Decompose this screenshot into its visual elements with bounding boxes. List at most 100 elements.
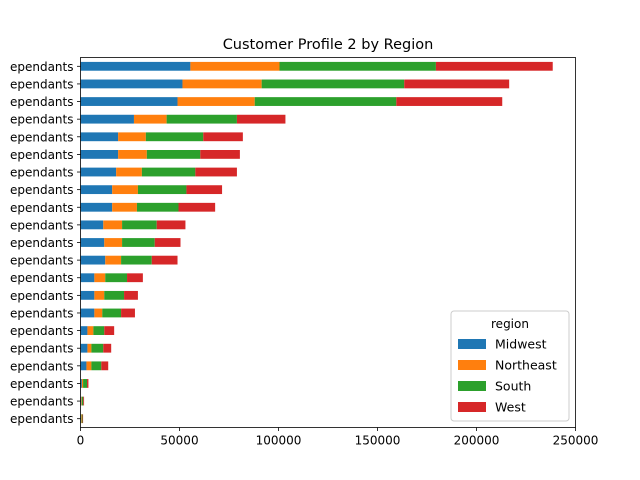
bar-west-16 [103, 343, 112, 353]
bar-south-12 [105, 273, 128, 283]
x-tick-label-5: 250000 [553, 434, 599, 448]
bar-northeast-10 [104, 238, 123, 247]
bar-midwest-7 [80, 185, 113, 195]
legend: region Midwest Northeast South West [450, 310, 570, 422]
bar-northeast-0 [190, 61, 280, 71]
bar-south-2 [254, 97, 397, 106]
bar-northeast-4 [118, 132, 146, 142]
bar-midwest-17 [80, 361, 87, 371]
bar-northeast-20 [81, 414, 82, 424]
bar-midwest-12 [80, 273, 95, 283]
bar-south-19 [81, 396, 84, 406]
y-tick-label-6: ependants [10, 166, 74, 180]
bar-west-7 [186, 185, 223, 195]
y-axis: ependants ependants ependants ependants epen… [10, 60, 81, 426]
bar-west-11 [151, 255, 178, 265]
bar-south-6 [141, 167, 196, 177]
bar-south-16 [91, 343, 104, 353]
y-tick-label-20: ependants [10, 412, 74, 426]
bar-west-12 [127, 273, 143, 283]
bar-midwest-11 [80, 255, 106, 265]
x-tick-label-2: 100000 [256, 434, 302, 448]
bar-south-0 [279, 61, 436, 71]
y-tick-label-9: ependants [10, 218, 74, 232]
bar-northeast-8 [112, 202, 137, 212]
legend-title: region [491, 317, 529, 331]
y-tick-label-15: ependants [10, 324, 74, 338]
bar-northeast-12 [94, 273, 106, 283]
bar-west-8 [178, 202, 216, 212]
bar-midwest-10 [80, 238, 105, 247]
bar-west-20 [82, 414, 84, 424]
bar-west-6 [195, 167, 237, 177]
bar-midwest-15 [80, 326, 88, 335]
y-tick-label-7: ependants [10, 183, 74, 197]
legend-label-west: West [495, 400, 526, 415]
bar-south-11 [121, 255, 152, 265]
bar-midwest-14 [80, 308, 95, 318]
y-tick-label-19: ependants [10, 395, 74, 409]
bar-west-14 [121, 308, 135, 318]
legend-label-midwest: Midwest [495, 337, 547, 352]
bar-west-1 [404, 79, 510, 89]
bar-south-15 [93, 326, 105, 335]
bar-northeast-15 [87, 326, 94, 335]
y-tick-label-3: ependants [10, 113, 74, 127]
x-axis: 0 50000 100000 150000 200000 250000 [77, 427, 599, 448]
y-tick-label-18: ependants [10, 377, 74, 391]
bar-midwest-16 [80, 343, 88, 353]
bar-west-18 [87, 379, 89, 388]
bar-midwest-13 [80, 290, 95, 300]
bar-west-4 [203, 132, 243, 142]
bar-west-17 [101, 361, 109, 371]
bar-south-1 [261, 79, 405, 89]
y-tick-label-10: ependants [10, 236, 74, 250]
bar-midwest-2 [80, 97, 178, 106]
bar-northeast-11 [105, 255, 122, 265]
legend-swatch-northeast [458, 360, 486, 370]
y-tick-label-16: ependants [10, 342, 74, 356]
bar-midwest-8 [80, 202, 113, 212]
bar-northeast-14 [94, 308, 103, 318]
x-tick-label-1: 50000 [160, 434, 198, 448]
bar-south-14 [102, 308, 122, 318]
x-tick-label-0: 0 [77, 434, 85, 448]
bar-south-3 [166, 114, 237, 124]
y-tick-label-2: ependants [10, 95, 74, 109]
bar-south-8 [136, 202, 179, 212]
x-tick-label-4: 200000 [454, 434, 500, 448]
bar-northeast-2 [177, 97, 255, 106]
bar-south-10 [122, 238, 155, 247]
bar-northeast-9 [103, 220, 123, 230]
bar-west-3 [236, 114, 286, 124]
bar-west-19 [83, 396, 85, 406]
bar-west-0 [435, 61, 553, 71]
x-tick-label-3: 150000 [355, 434, 401, 448]
legend-swatch-midwest [458, 339, 486, 349]
y-tick-label-11: ependants [10, 254, 74, 268]
bar-northeast-16 [87, 343, 92, 353]
legend-label-south: South [495, 379, 531, 394]
bar-midwest-18 [80, 379, 82, 388]
bar-midwest-6 [80, 167, 117, 177]
bar-west-15 [104, 326, 115, 335]
bar-northeast-13 [94, 290, 105, 300]
bar-south-5 [146, 150, 201, 159]
y-tick-label-4: ependants [10, 130, 74, 144]
bar-west-13 [124, 290, 138, 300]
legend-swatch-west [458, 402, 486, 412]
legend-box [450, 310, 570, 422]
bar-northeast-5 [118, 150, 147, 159]
bar-midwest-1 [80, 79, 183, 89]
y-tick-label-0: ependants [10, 60, 74, 74]
bar-midwest-0 [80, 61, 191, 71]
bar-segments [80, 61, 553, 424]
bar-west-5 [200, 150, 240, 159]
bar-south-4 [145, 132, 204, 142]
y-tick-label-8: ependants [10, 201, 74, 215]
bar-northeast-19 [81, 396, 82, 406]
bar-south-9 [122, 220, 157, 230]
bar-northeast-1 [182, 79, 262, 89]
bar-south-18 [83, 379, 88, 388]
